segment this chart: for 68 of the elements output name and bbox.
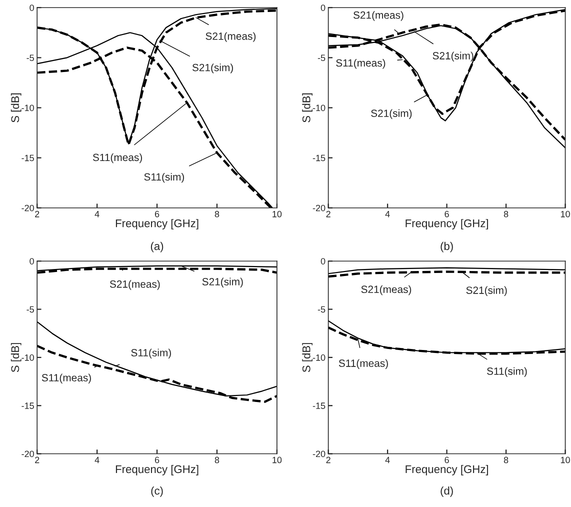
annotation: S21(meas) <box>353 11 404 21</box>
x-tick-label: 2 <box>35 456 40 464</box>
x-tick-label: 6 <box>444 456 449 464</box>
x-tick-label: 8 <box>504 456 508 464</box>
y-tick-label: 0 <box>320 258 326 264</box>
y-tick-label: -15 <box>312 154 326 162</box>
y-tick-label: 0 <box>30 258 34 264</box>
x-tick-label: 4 <box>94 210 100 218</box>
text: (d) <box>440 486 453 497</box>
annotation: S21(sim) <box>202 278 243 288</box>
x-tick-label: 10 <box>560 210 570 218</box>
annotation: S21(sim) <box>192 64 233 74</box>
text: (c) <box>151 486 163 497</box>
x-tick-label: 4 <box>385 210 390 218</box>
x-tick-label: 6 <box>154 210 160 218</box>
y-axis-title: S [dB] <box>302 93 312 122</box>
annotation: S21(sim) <box>371 109 412 120</box>
y-tick-label: -10 <box>312 104 326 112</box>
annotation: S11(meas) <box>92 153 142 164</box>
x-tick-label: 2 <box>326 456 330 464</box>
x-tick-label: 6 <box>154 456 160 464</box>
annotation: S11(meas) <box>336 58 386 69</box>
y-axis-title: S [dB] <box>10 93 22 122</box>
x-tick-label: 4 <box>385 456 390 464</box>
y-tick-label: -10 <box>22 354 34 361</box>
y-tick-label: 0 <box>30 4 34 11</box>
y-tick-label: -10 <box>22 104 34 112</box>
annotation: S11(sim) <box>487 367 527 377</box>
annotation: S11(meas) <box>338 359 388 369</box>
x-axis-title: Frequency [GHz] <box>406 219 488 230</box>
y-tick-label: -20 <box>22 450 34 458</box>
y-tick-label: -15 <box>22 402 34 409</box>
x-tick-label: 2 <box>35 210 40 218</box>
y-tick-label: -20 <box>22 204 34 212</box>
y-tick-label: -20 <box>312 204 326 212</box>
x-tick-label: 10 <box>272 456 282 464</box>
annotation: S21(meas) <box>361 285 412 296</box>
annotation: S11(meas) <box>42 374 91 384</box>
x-axis-title: Frequency [GHz] <box>406 464 488 476</box>
y-tick-label: -10 <box>312 354 326 361</box>
x-tick-label: 10 <box>560 456 570 464</box>
y-axis-title: S [dB] <box>10 343 22 372</box>
y-axis-title: S [dB] <box>302 343 312 372</box>
x-tick-label: 8 <box>214 456 220 464</box>
annotation: S21(sim) <box>466 286 507 296</box>
y-tick-label: -5 <box>318 54 326 62</box>
annotation: S21(meas) <box>206 32 256 42</box>
x-axis-title: Frequency [GHz] <box>116 219 198 230</box>
x-tick-label: 10 <box>272 210 282 218</box>
x-tick-label: 2 <box>326 210 330 218</box>
annotation: S21(meas) <box>110 280 160 290</box>
text: (b) <box>440 242 453 252</box>
annotation: S11(sim) <box>144 172 184 183</box>
annotation: S21(sim) <box>432 52 474 62</box>
x-tick-label: 8 <box>504 210 508 218</box>
text: (a) <box>150 242 164 252</box>
y-tick-label: -5 <box>26 54 34 62</box>
y-tick-label: -20 <box>312 450 326 458</box>
y-tick-label: -5 <box>318 306 326 313</box>
y-tick-label: -5 <box>26 306 34 313</box>
annotation: S11(sim) <box>131 348 171 358</box>
y-tick-label: -15 <box>312 402 326 409</box>
x-tick-label: 4 <box>94 456 100 464</box>
x-tick-label: 6 <box>444 210 449 218</box>
x-tick-label: 8 <box>214 210 220 218</box>
y-tick-label: -15 <box>22 154 34 162</box>
x-axis-title: Frequency [GHz] <box>116 464 198 476</box>
y-tick-label: 0 <box>320 4 326 11</box>
